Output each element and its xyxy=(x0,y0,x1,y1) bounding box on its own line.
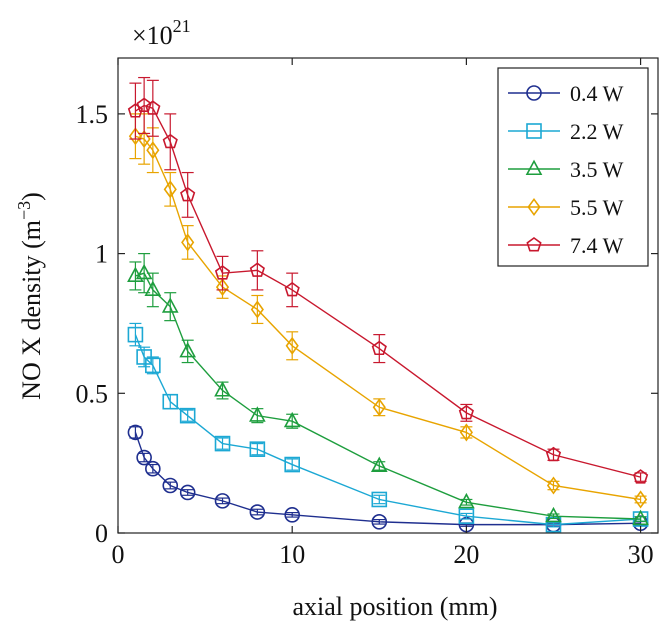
x-tick-label: 10 xyxy=(279,540,305,569)
legend-label: 3.5 W xyxy=(570,157,624,182)
series-line xyxy=(135,104,641,478)
data-point xyxy=(633,490,648,509)
y-multiplier-base: ×10 xyxy=(132,21,173,50)
legend-item: 3.5 W xyxy=(508,157,624,182)
data-point xyxy=(215,278,230,297)
legend: 0.4 W 2.2 W 3.5 W 5.5 W 7.4 W xyxy=(497,67,649,267)
data-point xyxy=(459,423,473,442)
data-point xyxy=(162,393,179,410)
y-multiplier: ×1021 xyxy=(132,16,191,50)
x-axis-title: axial position (mm) xyxy=(292,592,497,621)
data-point xyxy=(632,509,649,526)
legend-marker xyxy=(525,159,543,176)
data-point xyxy=(162,133,178,149)
data-point xyxy=(214,435,231,452)
data-point xyxy=(161,297,179,313)
series-0-4-W xyxy=(127,424,649,533)
legend-marker xyxy=(526,237,542,252)
data-point xyxy=(371,491,388,508)
y-tick-label: 0.5 xyxy=(76,379,109,408)
series-3-5-W xyxy=(127,252,649,526)
data-point xyxy=(458,508,475,525)
data-point xyxy=(249,406,266,422)
legend-item: 2.2 W xyxy=(508,119,624,144)
legend-label: 5.5 W xyxy=(570,195,624,220)
data-point xyxy=(546,476,561,495)
data-point xyxy=(145,100,161,115)
data-point xyxy=(181,233,195,252)
x-tick-label: 30 xyxy=(628,540,654,569)
data-point xyxy=(284,507,300,523)
legend-label: 7.4 W xyxy=(570,233,624,258)
legend-item: 0.4 W xyxy=(508,81,624,106)
data-point xyxy=(214,265,231,280)
legend-label: 2.2 W xyxy=(570,119,624,144)
data-point xyxy=(136,97,152,112)
data-point xyxy=(249,441,266,457)
data-point xyxy=(162,477,179,494)
data-point xyxy=(632,469,649,484)
data-point xyxy=(179,407,196,424)
data-point xyxy=(146,141,160,160)
data-point xyxy=(214,493,231,509)
data-point xyxy=(249,504,266,520)
y-tick-label: 1 xyxy=(95,240,108,269)
data-point xyxy=(249,262,265,277)
data-point xyxy=(371,340,387,356)
data-point xyxy=(214,381,231,397)
data-point xyxy=(127,326,144,343)
legend-marker xyxy=(527,197,541,217)
x-tick-label: 0 xyxy=(112,540,125,569)
data-point xyxy=(135,263,153,280)
data-point xyxy=(372,398,386,417)
series-line xyxy=(135,135,641,501)
data-point xyxy=(179,484,196,501)
legend-box xyxy=(497,67,649,267)
y-axis-title-close: ) xyxy=(17,192,46,201)
data-point xyxy=(285,336,299,355)
data-point xyxy=(545,506,562,523)
data-point xyxy=(283,411,301,428)
data-point xyxy=(127,103,144,118)
legend-marker xyxy=(526,85,542,101)
series-line xyxy=(135,272,641,520)
data-point xyxy=(179,341,197,358)
data-point xyxy=(250,300,264,319)
data-point xyxy=(284,456,300,473)
series-line xyxy=(134,334,641,526)
data-point xyxy=(163,180,177,199)
data-point xyxy=(545,446,562,462)
plot-area xyxy=(127,76,649,533)
legend-marker xyxy=(526,123,542,139)
y-axis-title-exp: −3 xyxy=(14,201,34,220)
x-tick-label: 20 xyxy=(453,540,479,569)
axes: 0 10 20 30 0 0.5 1 1.5 xyxy=(76,57,659,569)
y-tick-label: 1.5 xyxy=(76,100,109,129)
series-line xyxy=(134,432,641,526)
data-point xyxy=(145,357,161,374)
legend-item: 5.5 W xyxy=(508,195,624,220)
series-7-4-W xyxy=(127,76,649,484)
data-point xyxy=(370,456,388,472)
y-tick-label: 0 xyxy=(95,519,108,548)
data-point xyxy=(145,460,161,477)
data-point xyxy=(371,514,388,530)
data-point xyxy=(127,424,144,441)
legend-label: 0.4 W xyxy=(570,81,624,106)
data-point xyxy=(458,492,475,509)
data-point xyxy=(284,281,300,297)
data-point xyxy=(458,404,474,420)
legend-item: 7.4 W xyxy=(508,233,624,258)
y-multiplier-exp: 21 xyxy=(173,16,191,36)
plot-frame xyxy=(117,57,659,534)
data-point xyxy=(144,280,162,296)
data-point xyxy=(136,449,152,466)
y-axis-title-main: NO X density (m xyxy=(17,220,46,400)
data-point xyxy=(180,186,196,202)
y-axis-title: NO X density (m−3) xyxy=(14,192,46,400)
